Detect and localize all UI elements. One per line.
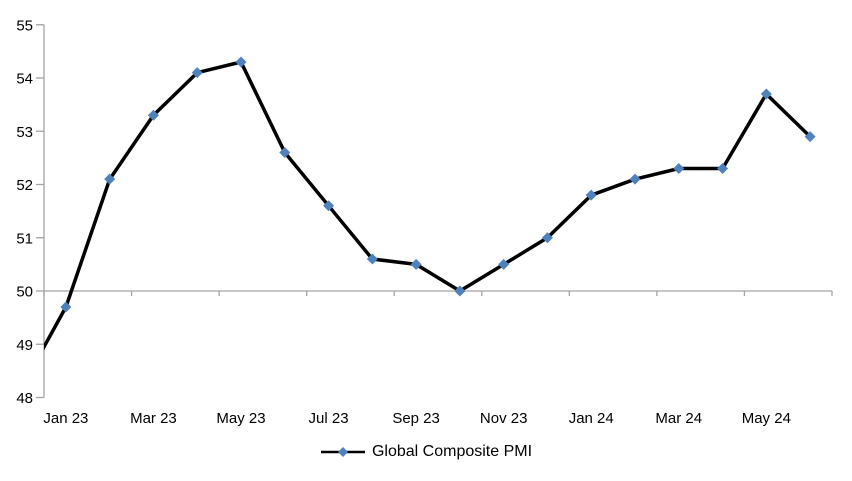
data-point-marker: [498, 258, 510, 270]
data-point-marker: [191, 67, 203, 79]
legend-label: Global Composite PMI: [371, 443, 533, 460]
y-tick-label: 53: [16, 124, 33, 141]
data-point-marker: [147, 109, 159, 121]
legend-line-marker-icon: [320, 447, 365, 457]
legend-diamond-icon: [337, 447, 348, 457]
y-tick-label: 49: [16, 337, 33, 354]
y-axis: 48 49 50 51 52 53 54 55: [16, 17, 45, 407]
pmi-line: [44, 60, 812, 351]
data-point-marker: [366, 253, 378, 265]
data-point-marker: [760, 88, 772, 100]
data-point-marker: [235, 56, 247, 68]
data-point-marker: [279, 147, 291, 159]
x-tick-label: Jan 23: [43, 410, 88, 427]
data-point-marker: [104, 173, 116, 185]
pmi-line-series: [44, 60, 812, 351]
data-point-marker: [410, 258, 422, 270]
data-point-marker: [673, 163, 685, 175]
x-tick-label: Jul 23: [309, 410, 349, 427]
data-point-marker: [454, 285, 466, 297]
data-point-marker: [541, 232, 553, 244]
y-tick-label: 50: [16, 284, 33, 301]
legend: Global Composite PMI: [0, 443, 852, 461]
y-tick-label: 52: [16, 177, 33, 194]
y-tick-label: 54: [16, 71, 33, 88]
data-point-marker: [323, 200, 335, 212]
data-point-marker: [585, 189, 597, 201]
x-axis: Jan 23 Mar 23 May 23 Jul 23 Sep 23 Nov 23 Jan …: [43, 290, 833, 427]
data-point-marker: [804, 131, 816, 143]
x-tick-label: Sep 23: [392, 410, 440, 427]
data-point-marker: [717, 163, 729, 175]
x-tick-label: Jan 24: [569, 410, 614, 427]
data-point-marker: [629, 173, 641, 185]
pmi-marker-series: [60, 56, 816, 313]
x-tick-label: Mar 23: [130, 410, 177, 427]
data-point-marker: [60, 301, 72, 313]
x-tick-label: May 23: [216, 410, 265, 427]
y-tick-label: 48: [16, 390, 33, 407]
y-tick-label: 51: [16, 230, 33, 247]
x-tick-label: Nov 23: [480, 410, 528, 427]
x-tick-label: Mar 24: [655, 410, 702, 427]
y-tick-label: 55: [16, 17, 33, 34]
x-tick-label: May 24: [742, 410, 791, 427]
